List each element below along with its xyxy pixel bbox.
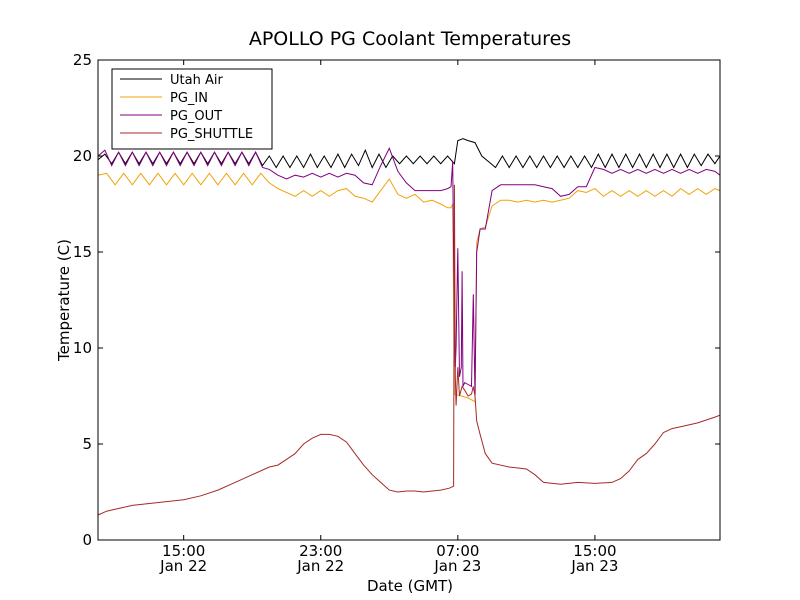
series-line-pg-shuttle [97,184,721,516]
y-axis-label: Temperature (C) [55,239,73,362]
series-line-pg-out [97,147,721,397]
x-tick-label-time: 07:00 [436,542,479,560]
y-tick-label: 5 [82,435,92,453]
series-line-pg-in [97,172,721,403]
legend: Utah Air PG_IN PG_OUT PG_SHUTTLE [111,68,273,150]
x-tick-label-date: Jan 23 [570,557,618,575]
chart-title: APOLLO PG Coolant Temperatures [249,28,571,50]
x-tick-label-date: Jan 23 [433,557,481,575]
y-tick-label: 0 [82,531,92,549]
plot-frame [97,59,721,541]
x-axis-label: Date (GMT) [367,577,453,595]
legend-label: PG_IN [170,91,208,106]
legend-label: Utah Air [170,73,223,88]
y-tick-label: 15 [73,243,92,261]
series-layer [97,138,721,516]
y-tick-label: 20 [73,147,92,165]
x-tick-label-date: Jan 22 [159,557,207,575]
legend-box [111,68,273,150]
y-tick-label: 25 [73,51,92,69]
legend-label: PG_SHUTTLE [170,127,253,142]
x-tick-label-time: 15:00 [162,542,205,560]
x-tick-label-time: 23:00 [299,542,342,560]
legend-label: PG_OUT [170,109,222,124]
x-tick-label-time: 15:00 [573,542,616,560]
x-tick-label-date: Jan 22 [296,557,344,575]
y-tick-label: 10 [73,339,92,357]
